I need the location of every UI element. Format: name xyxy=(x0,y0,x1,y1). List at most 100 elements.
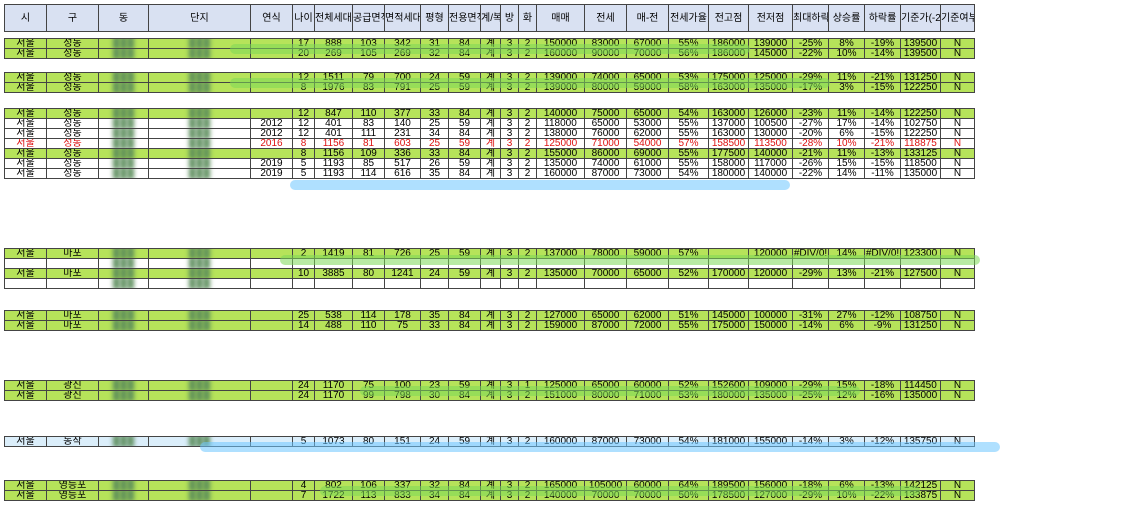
table-cell xyxy=(4,258,47,269)
table-cell: 55% xyxy=(668,148,709,159)
table-cell: 11% xyxy=(828,148,865,159)
table-cell: ███ xyxy=(98,480,149,491)
table-cell: 139000 xyxy=(536,72,585,83)
table-cell: 마포 xyxy=(46,248,99,259)
table-cell: 65000 xyxy=(584,380,627,391)
table-cell: 15% xyxy=(828,158,865,169)
table-cell: 114 xyxy=(352,168,385,179)
table-row: 서울 마포 ███ ███ 14 488 110 75 33 84 계 3 2 159000 87000 72… xyxy=(4,320,975,331)
table-cell xyxy=(250,248,293,259)
table-cell xyxy=(708,258,749,269)
table-cell: 계 xyxy=(480,38,501,49)
table-cell: 125000 xyxy=(536,138,585,149)
header-cell: 기준가(-25%) xyxy=(900,4,941,32)
table-cell: 성동 xyxy=(46,38,99,49)
table-cell xyxy=(250,310,293,321)
table-cell: 12 xyxy=(292,118,315,129)
table-cell: ███ xyxy=(148,320,251,331)
table-cell: 100 xyxy=(384,380,421,391)
table-cell: 성동 xyxy=(46,108,99,119)
table-cell: 서울 xyxy=(4,128,47,139)
table-cell: 1193 xyxy=(314,158,353,169)
table-cell xyxy=(250,268,293,279)
table-cell: 99 xyxy=(352,390,385,401)
table-cell: 5 xyxy=(292,168,315,179)
table-cell: ███ xyxy=(148,248,251,259)
table-cell: 11% xyxy=(828,108,865,119)
table-cell: 3 xyxy=(500,108,519,119)
table-cell: 1241 xyxy=(384,268,421,279)
table-row: ███ ███ xyxy=(4,278,975,289)
table-row: 서울 성동 ███ ███ 12 847 110 377 33 84 계 3 2 140000 75000 6… xyxy=(4,108,975,119)
table-cell: -29% xyxy=(792,72,829,83)
table-cell: 55% xyxy=(668,118,709,129)
table-cell: 서울 xyxy=(4,320,47,331)
table-cell: ███ xyxy=(148,138,251,149)
table-cell: -28% xyxy=(792,138,829,149)
table-cell: 1976 xyxy=(314,82,353,93)
table-cell: 17 xyxy=(292,38,315,49)
table-cell: ███ xyxy=(148,148,251,159)
table-cell xyxy=(46,278,99,289)
table-cell: 53% xyxy=(668,390,709,401)
table-cell: ███ xyxy=(148,490,251,501)
table-cell: -27% xyxy=(792,118,829,129)
table-cell: 1 xyxy=(518,380,537,391)
table-row: 서울 마포 ███ ███ 2 1419 81 726 25 59 계 3 2 137000 78000 59… xyxy=(4,248,975,259)
table-cell: 14 xyxy=(292,320,315,331)
table-cell: 74000 xyxy=(584,158,627,169)
table-cell: 2 xyxy=(518,128,537,139)
table-row: 서울 성동 ███ ███ 2012 12 401 83 140 25 59 계 3 2 118000 650… xyxy=(4,118,975,129)
table-cell: 8% xyxy=(828,38,865,49)
table-cell: 25 xyxy=(420,138,449,149)
table-cell: 2016 xyxy=(250,138,293,149)
table-cell: 서울 xyxy=(4,268,47,279)
table-cell: 84 xyxy=(448,168,481,179)
table-cell: ███ xyxy=(148,82,251,93)
table-cell: 111 xyxy=(352,128,385,139)
table-cell xyxy=(448,278,481,289)
table-cell: 성동 xyxy=(46,148,99,159)
table-cell: 서울 xyxy=(4,148,47,159)
header-cell: 방 xyxy=(500,4,519,32)
table-cell: 6% xyxy=(828,320,865,331)
table-cell xyxy=(250,38,293,49)
table-row: 서울 성동 ███ ███ 8 1976 83 791 25 59 계 3 2 139000 80000 59… xyxy=(4,82,975,93)
table-cell: 108750 xyxy=(900,310,941,321)
table-cell: 60000 xyxy=(626,380,669,391)
table-cell: -15% xyxy=(864,128,901,139)
table-cell: 3 xyxy=(500,380,519,391)
header-cell: 구 xyxy=(46,4,99,32)
table-cell: N xyxy=(940,390,975,401)
table-cell: 2 xyxy=(518,72,537,83)
table-cell: ███ xyxy=(98,436,149,447)
table-row: 서울 성동 ███ ███ 2012 12 401 111 231 34 84 계 3 2 138000 76… xyxy=(4,128,975,139)
table-cell: -21% xyxy=(792,148,829,159)
table-cell: 75000 xyxy=(584,108,627,119)
table-cell: 2 xyxy=(518,108,537,119)
table-cell: 성동 xyxy=(46,118,99,129)
table-row: 서울 마포 ███ ███ 10 3885 80 1241 24 59 계 3 2 135000 70000… xyxy=(4,268,975,279)
table-cell: 25 xyxy=(292,310,315,321)
table-cell: 135000 xyxy=(900,168,941,179)
header-table: 시구동단지연식나이전체세대수공급면적면적세대수평형전용면적계/복방화매매전세매-… xyxy=(4,4,975,32)
header-cell: 상승률 xyxy=(828,4,865,32)
table-cell: ███ xyxy=(98,128,149,139)
table-cell: 24 xyxy=(292,390,315,401)
table-cell: 67000 xyxy=(626,38,669,49)
table-cell: N xyxy=(940,118,975,129)
table-cell xyxy=(584,278,627,289)
table-cell: 178 xyxy=(384,310,421,321)
table-cell: 1419 xyxy=(314,248,353,259)
table-cell: 8 xyxy=(292,148,315,159)
table-cell: 158500 xyxy=(708,138,749,149)
table-cell: 1170 xyxy=(314,390,353,401)
table-cell: 83 xyxy=(352,118,385,129)
listing-block: 서울 성동 ███ ███ 12 847 110 377 33 84 계 3 2 140000 75000 6… xyxy=(4,108,975,179)
table-cell: 151 xyxy=(384,436,421,447)
table-cell: 2 xyxy=(518,390,537,401)
table-cell xyxy=(708,278,749,289)
table-cell: 122250 xyxy=(900,108,941,119)
table-cell xyxy=(900,278,941,289)
header-cell: 전세 xyxy=(584,4,627,32)
